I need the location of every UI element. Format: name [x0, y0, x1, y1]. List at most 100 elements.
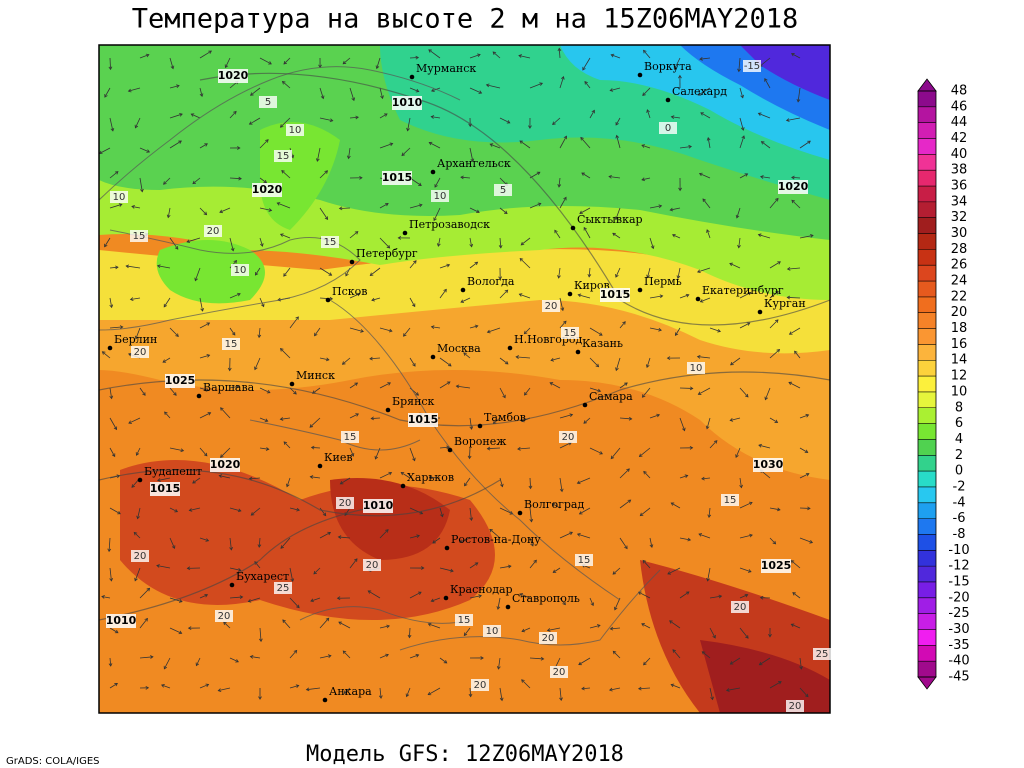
city-label: Вологда	[467, 275, 515, 288]
wind-arrow-head	[237, 508, 242, 513]
wind-arrow-head	[440, 513, 444, 518]
wind-arrow	[348, 147, 351, 159]
colorbar-label: -2	[953, 479, 966, 494]
wind-arrow-head	[467, 455, 472, 460]
wind-arrow-head	[507, 564, 512, 569]
wind-arrow-head	[371, 297, 375, 302]
wind-arrow-head	[290, 578, 295, 583]
colorbar-label: 10	[951, 384, 968, 399]
hot-region	[700, 640, 830, 713]
wind-arrow	[493, 417, 501, 424]
wind-arrow-head	[529, 518, 534, 523]
isotherm-label-box	[222, 338, 240, 350]
wind-arrow-head	[595, 363, 600, 368]
isobar-label-box	[106, 614, 136, 628]
wind-arrow-head	[624, 382, 628, 386]
wind-arrow-head	[218, 474, 223, 478]
isotherm-label-box	[659, 122, 677, 134]
wind-arrow-head	[492, 51, 497, 55]
wind-arrow-head	[325, 357, 330, 362]
colorbar-swatch	[918, 376, 936, 393]
wind-arrow	[319, 507, 327, 516]
wind-arrow-head	[188, 508, 193, 512]
wind-arrow-head	[582, 66, 586, 71]
isobar-label: 1020	[210, 458, 241, 471]
wind-arrow-head	[546, 628, 551, 632]
wind-arrow-head	[786, 267, 791, 271]
wind-arrow-head	[590, 602, 595, 607]
isotherm-label-box	[274, 150, 292, 162]
colorbar-swatch	[918, 201, 936, 219]
wind-arrow	[319, 655, 331, 659]
wind-arrow	[169, 627, 182, 634]
wind-arrow-head	[233, 110, 237, 115]
wind-arrow	[769, 507, 781, 511]
wind-arrow	[794, 350, 801, 359]
wind-arrow	[249, 477, 261, 480]
wind-arrow	[697, 356, 711, 359]
wind-arrow-head	[238, 176, 242, 181]
wind-arrow-head	[415, 88, 420, 93]
wind-arrow	[499, 507, 513, 515]
wind-arrow-head	[178, 630, 183, 635]
wind-arrow	[379, 382, 391, 389]
wind-arrow	[559, 477, 563, 492]
wind-arrow-head	[667, 571, 671, 575]
wind-arrow-head	[486, 329, 491, 334]
wind-arrow-head	[614, 216, 619, 221]
wind-arrow	[130, 297, 141, 300]
wind-arrow	[643, 471, 651, 479]
wind-arrow	[469, 147, 474, 162]
wind-arrow-head	[643, 470, 647, 475]
wind-arrow	[619, 417, 632, 420]
wind-arrow	[698, 387, 711, 395]
map-labels: Мурманск Воркута Салехард Архангельск Сыктыв…	[106, 60, 831, 712]
isotherm-label: 20	[545, 301, 558, 312]
wind-arrow	[736, 207, 741, 218]
wind-arrow	[128, 417, 141, 424]
wind-arrow-head	[478, 90, 483, 94]
wind-arrow-head	[195, 662, 200, 667]
wind-arrow	[139, 618, 148, 629]
wind-arrow-head	[580, 136, 584, 141]
wind-arrow	[559, 76, 564, 89]
isotherm-label-box	[539, 632, 557, 644]
wind-arrow	[219, 475, 231, 479]
wind-arrow	[610, 447, 621, 459]
wind-arrow-head	[729, 661, 734, 665]
wind-arrow-head	[199, 93, 204, 98]
wind-arrow-head	[207, 412, 212, 416]
wind-arrow-head	[208, 50, 212, 54]
wind-arrow	[379, 203, 389, 209]
wind-arrow	[550, 357, 561, 361]
wind-arrow-head	[518, 54, 522, 58]
wind-arrow	[649, 327, 662, 331]
wind-arrow	[169, 113, 183, 119]
city-dot	[505, 604, 511, 610]
wind-arrow-head	[338, 621, 342, 625]
wind-arrow-head	[279, 417, 284, 421]
colorbar-label: 16	[951, 337, 968, 352]
wind-arrow	[277, 202, 291, 209]
wind-arrow	[464, 477, 471, 487]
wind-arrow	[289, 507, 300, 511]
colorbar-label: -35	[948, 638, 969, 653]
wind-arrow-head	[539, 82, 544, 86]
wind-arrow-head	[672, 649, 676, 653]
wind-arrow-head	[530, 542, 534, 547]
wind-arrow	[486, 84, 501, 89]
wind-arrow	[283, 441, 291, 449]
wind-arrow	[126, 265, 141, 269]
wind-arrow-head	[696, 269, 701, 274]
isobar-label-box	[210, 458, 240, 472]
wind-arrow-head	[325, 617, 330, 622]
wind-arrow-head	[609, 626, 614, 631]
city-dot	[229, 582, 235, 588]
wind-arrow-head	[231, 332, 236, 336]
colorbar-label: -40	[948, 654, 969, 669]
wind-arrow	[739, 322, 750, 329]
wind-arrow-head	[706, 137, 711, 141]
wind-arrow	[409, 204, 423, 209]
wind-arrow-head	[790, 560, 795, 564]
wind-arrow-head	[790, 53, 795, 57]
